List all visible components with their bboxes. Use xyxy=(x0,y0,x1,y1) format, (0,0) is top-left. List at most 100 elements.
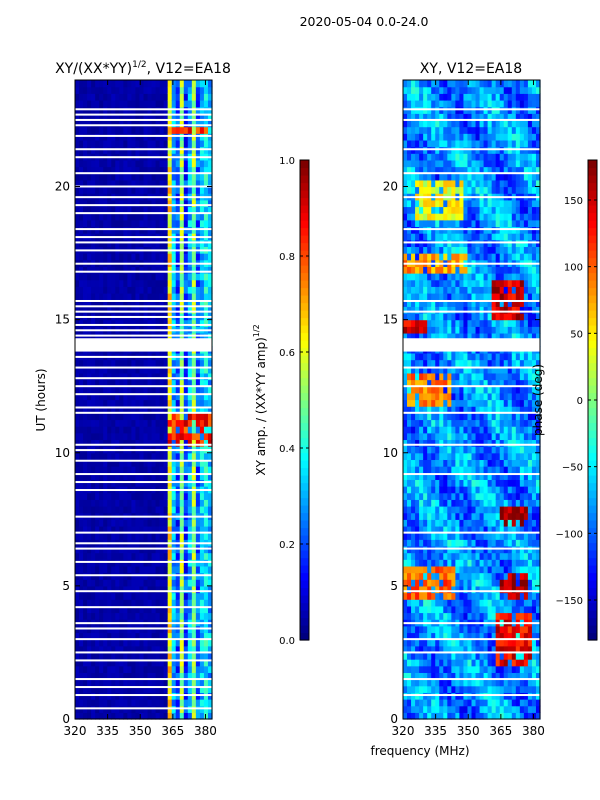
amp-cell xyxy=(147,293,153,301)
phase-cell xyxy=(439,639,444,647)
phase-cell xyxy=(407,519,412,527)
phase-cell xyxy=(419,699,424,707)
amp-cell xyxy=(127,359,133,367)
phase-cell xyxy=(451,665,456,674)
amp-colorbar-segment xyxy=(300,565,309,574)
phase-cell xyxy=(435,139,440,148)
phase-cell xyxy=(427,166,432,174)
amp-cell xyxy=(191,80,197,88)
phase-cell xyxy=(435,712,440,720)
amp-cell xyxy=(75,466,80,474)
amp-cell xyxy=(87,113,92,121)
phase-cell xyxy=(459,572,465,580)
phase-cell xyxy=(411,80,416,88)
amp-cell xyxy=(203,126,209,134)
amp-cell xyxy=(139,579,145,587)
phase-cell xyxy=(451,286,456,294)
phase-cell xyxy=(443,133,448,141)
amp-cell xyxy=(191,99,197,108)
amp-cell xyxy=(135,472,141,480)
amp-cell xyxy=(155,399,161,407)
phase-cell xyxy=(403,352,408,361)
amp-cell xyxy=(143,359,149,367)
amp-cell xyxy=(191,439,197,447)
amp-cell xyxy=(183,552,189,560)
amp-cell xyxy=(127,173,133,181)
phase-cell xyxy=(439,486,444,494)
amp-cell xyxy=(143,599,149,607)
phase-cell xyxy=(439,525,444,534)
amp-cell xyxy=(91,466,96,474)
amp-cell xyxy=(179,319,185,327)
amp-cell xyxy=(103,206,108,214)
amp-cell xyxy=(135,306,141,314)
phase-cell xyxy=(443,386,448,394)
amp-cell xyxy=(75,525,80,534)
phase-title: XY, V12=EA18 xyxy=(420,61,522,77)
phase-cell xyxy=(439,186,444,194)
amp-cell xyxy=(155,599,161,607)
amp-cell xyxy=(103,712,108,720)
phase-cell xyxy=(431,253,436,261)
amp-cell xyxy=(119,665,124,674)
phase-cell xyxy=(443,625,448,634)
phase-cell xyxy=(407,625,412,634)
phase-cell xyxy=(423,672,428,680)
phase-cell xyxy=(415,452,420,461)
amp-cell xyxy=(163,605,169,614)
phase-cell xyxy=(403,665,408,674)
amp-cell xyxy=(191,552,197,560)
amp-cell xyxy=(163,299,169,307)
phase-cell xyxy=(403,153,408,161)
phase-cell xyxy=(463,219,469,228)
amp-cell xyxy=(87,426,92,434)
amp-cell xyxy=(175,592,181,600)
amp-cell xyxy=(103,126,108,134)
amp-cell xyxy=(171,585,177,594)
amp-cell xyxy=(163,166,169,174)
amp-cell xyxy=(151,359,157,367)
amp-cell xyxy=(207,412,213,421)
amp-cell xyxy=(95,206,100,214)
amp-cell xyxy=(191,113,197,121)
phase-cell xyxy=(451,585,456,594)
amp-cell xyxy=(167,179,173,188)
amp-cell xyxy=(135,579,141,587)
amp-cell xyxy=(127,525,133,534)
phase-cell xyxy=(459,585,465,594)
amp-cell xyxy=(127,419,133,427)
amp-cell xyxy=(159,579,165,587)
phase-cell xyxy=(439,592,444,600)
amp-cell xyxy=(111,186,116,194)
phase-cell xyxy=(435,199,440,208)
amp-colorbar-segment xyxy=(300,445,309,454)
amp-cell xyxy=(115,652,120,660)
phase-cell xyxy=(427,299,432,307)
amp-cell xyxy=(115,299,120,307)
amp-cell xyxy=(95,532,100,540)
phase-cell xyxy=(447,139,452,148)
amp-cell xyxy=(147,492,153,500)
amp-cell xyxy=(179,113,185,121)
amp-colorbar-segment xyxy=(300,557,309,566)
phase-cell xyxy=(411,326,416,334)
amp-cell xyxy=(187,665,193,674)
phase-cell xyxy=(435,206,440,214)
phase-cell xyxy=(447,93,452,101)
amp-cell xyxy=(183,372,189,381)
amp-cell xyxy=(143,632,149,640)
phase-cell xyxy=(439,113,444,121)
amp-cell xyxy=(199,432,205,441)
amp-cell xyxy=(131,266,137,274)
amp-cell xyxy=(183,659,189,667)
amp-cell xyxy=(199,173,205,181)
phase-cell xyxy=(419,592,424,600)
amp-cell xyxy=(175,399,181,407)
phase-cell xyxy=(419,479,424,487)
phase-cell xyxy=(415,299,420,307)
phase-cell xyxy=(451,246,456,254)
amp-cell xyxy=(99,392,104,401)
phase-cell xyxy=(419,386,424,394)
amp-cell xyxy=(103,525,108,534)
phase-cell xyxy=(411,273,416,281)
